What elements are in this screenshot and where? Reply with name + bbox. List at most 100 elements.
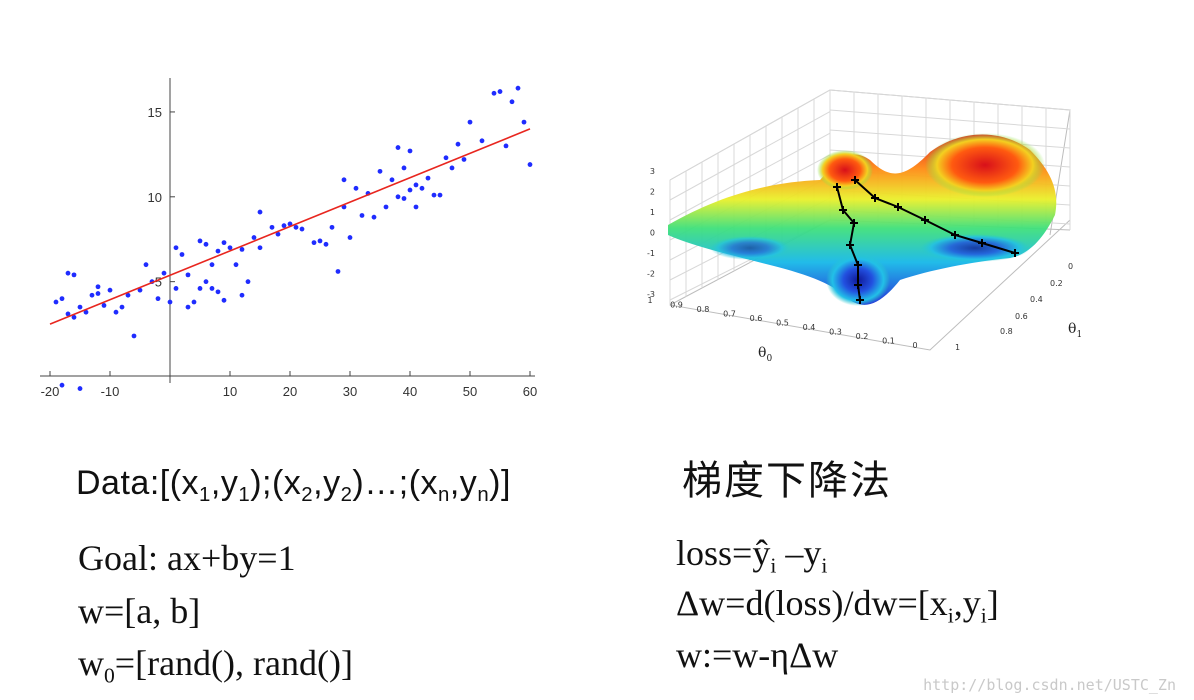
theta0-tick-label: 0.1 <box>882 337 895 346</box>
data-point <box>197 238 203 244</box>
theta0-tick-label: 0.9 <box>670 301 683 310</box>
data-point <box>461 157 467 162</box>
data-point <box>329 224 335 230</box>
data-point <box>257 245 263 251</box>
data-point <box>95 284 101 290</box>
data-point <box>143 262 149 268</box>
data-point <box>179 252 185 257</box>
data-point <box>401 165 407 171</box>
data-point <box>155 296 161 302</box>
w-line: w=[a, b] <box>78 591 201 631</box>
data-point <box>335 269 341 274</box>
descent-step-marker <box>846 241 854 249</box>
data-point <box>131 333 137 339</box>
descent-step-marker <box>839 206 847 214</box>
data-point <box>185 272 191 278</box>
x-tick-label: 10 <box>223 384 237 399</box>
data-point <box>221 297 227 303</box>
data-point <box>95 291 101 296</box>
data-point <box>257 209 263 215</box>
data-point <box>275 231 281 237</box>
data-point <box>293 224 299 230</box>
data-point <box>419 185 425 191</box>
data-point <box>425 175 431 181</box>
descent-step-marker <box>921 216 929 224</box>
dw-line: Δw=d(loss)/dw=[xi,yi] <box>676 583 999 628</box>
data-point <box>449 165 455 171</box>
x-tick-label: 20 <box>283 384 297 399</box>
data-line: Data:[(x1,y1);(x2,y2)…;(xn,yn)] <box>76 464 511 507</box>
data-point <box>455 141 461 147</box>
data-point <box>413 204 419 210</box>
data-point <box>239 292 245 298</box>
theta0-tick-label: 0 <box>912 341 917 350</box>
data-point <box>341 177 347 183</box>
data-point <box>311 240 317 246</box>
data-point <box>191 299 197 305</box>
y-tick-label: 15 <box>148 105 162 120</box>
data-point <box>353 185 359 191</box>
data-point <box>371 214 377 220</box>
descent-step-marker <box>894 203 902 211</box>
data-point <box>527 162 533 167</box>
scatter-plot: -20 -10 10 20 30 40 50 60 5 10 15 <box>40 78 537 399</box>
z-tick-label: 0 <box>650 229 655 238</box>
data-point <box>65 270 71 276</box>
descent-step-marker <box>850 219 858 227</box>
data-point <box>113 309 119 315</box>
descent-step-marker <box>951 231 959 239</box>
theta1-tick-label: 0.8 <box>1000 327 1013 336</box>
x-tick-label: -10 <box>101 384 120 399</box>
y-tick-label: 10 <box>148 190 162 205</box>
theta0-tick-label: 0.5 <box>776 319 789 328</box>
z-tick-label: 1 <box>650 208 655 217</box>
descent-step-marker <box>854 281 862 289</box>
descent-step-marker <box>854 261 862 269</box>
data-point <box>347 235 353 240</box>
x-tick-label: 30 <box>343 384 357 399</box>
data-point <box>497 89 503 94</box>
z-tick-label: -3 <box>647 290 655 299</box>
data-point <box>71 314 77 320</box>
data-point <box>395 194 401 200</box>
data-point <box>503 143 509 149</box>
theta1-tick-label: 0.2 <box>1050 279 1063 288</box>
data-point <box>167 299 173 305</box>
data-point <box>215 248 221 254</box>
x-tick-label: -20 <box>41 384 60 399</box>
data-point <box>119 304 125 310</box>
z-tick-label: -2 <box>647 270 655 279</box>
descent-step-marker <box>978 239 986 247</box>
theta0-axis-label: θ0 <box>758 345 772 364</box>
data-point <box>137 287 143 293</box>
theta0-tick-label: 0.8 <box>697 305 710 314</box>
data-point <box>185 304 191 310</box>
data-point <box>53 299 59 305</box>
data-point <box>443 155 449 161</box>
data-point <box>215 289 221 295</box>
data-point <box>173 286 179 291</box>
z-tick-label: -1 <box>647 249 655 258</box>
data-point <box>197 286 203 291</box>
data-point <box>83 309 89 315</box>
data-point <box>395 145 401 150</box>
data-point <box>233 262 239 268</box>
data-point <box>65 311 71 317</box>
data-point <box>77 304 83 310</box>
heading-cn: 梯度下降法 <box>682 458 892 504</box>
data-point <box>479 138 485 144</box>
surface-valley <box>710 236 790 260</box>
theta1-tick-label: 0 <box>1068 262 1073 271</box>
theta1-tick-label: 1 <box>955 343 960 352</box>
z-tick-label: 3 <box>650 167 655 176</box>
surface-peak <box>925 133 1045 197</box>
data-point <box>389 177 395 183</box>
data-point <box>269 224 275 230</box>
data-point <box>407 148 413 154</box>
data-point <box>227 245 233 251</box>
data-point <box>77 386 83 391</box>
data-line-text: Data:[(x1,y1);(x2,y2)…;(xn,yn)] <box>76 464 511 507</box>
theta1-tick-label: 0.6 <box>1015 312 1028 321</box>
watermark: http://blog.csdn.net/USTC_Zn <box>923 676 1176 694</box>
